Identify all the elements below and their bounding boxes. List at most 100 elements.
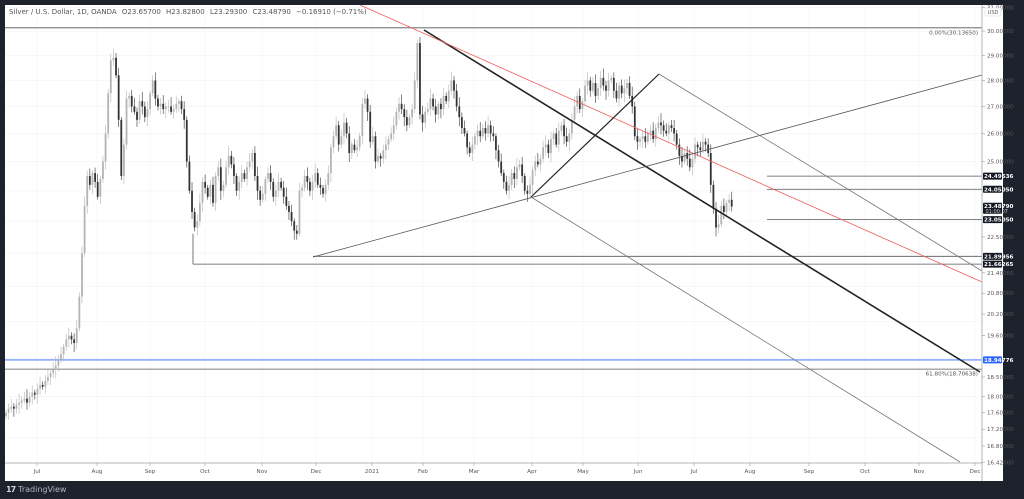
candle-down — [12, 406, 15, 409]
candle-down — [233, 164, 235, 177]
price-tick-label: 17.20000 — [987, 427, 1014, 433]
trend-line[interactable] — [530, 196, 961, 463]
candle-down — [460, 117, 463, 128]
candle-up — [364, 98, 366, 104]
candle-down — [403, 109, 406, 118]
price-tick-label: 19.60000 — [987, 334, 1014, 340]
candle-up — [44, 380, 47, 387]
price-tick-label: 21.40000 — [987, 271, 1014, 277]
candle-up — [481, 127, 484, 137]
candle-up — [298, 190, 301, 234]
price-tick-label: 20.20000 — [987, 312, 1014, 318]
candle-down — [282, 187, 285, 197]
candle-up — [385, 144, 387, 151]
candle-up — [23, 398, 26, 401]
candle-up — [335, 125, 338, 137]
trend-lines[interactable] — [312, 4, 983, 463]
candle-down — [484, 127, 487, 134]
time-tick-label: May — [577, 469, 589, 475]
candle-up — [31, 392, 34, 397]
candle-up — [476, 130, 479, 137]
countdown-timer: 01:00:07 — [986, 209, 1008, 215]
candle-down — [96, 181, 99, 197]
candle-down — [230, 155, 233, 165]
candle-up — [107, 93, 110, 134]
candle-up — [248, 161, 251, 168]
candle-down — [662, 125, 665, 131]
candle-down — [88, 176, 91, 185]
candle-up — [623, 88, 626, 94]
price-tag-label: 24.05050 — [984, 187, 1013, 193]
candle-down — [243, 173, 246, 179]
candle-down — [670, 125, 673, 128]
chart-panel[interactable] — [5, 5, 1003, 481]
candle-down — [660, 122, 662, 126]
price-tag-label: 21.66265 — [984, 262, 1013, 268]
time-tick-label: Jun — [633, 469, 643, 475]
price-tick-label: 25.00000 — [987, 160, 1014, 166]
candle-down — [405, 117, 408, 126]
candle-up — [28, 396, 31, 403]
candle-up — [238, 181, 241, 191]
candle-down — [206, 187, 209, 197]
candle-up — [10, 406, 13, 409]
horizontal-levels[interactable] — [5, 27, 982, 370]
candle-down — [704, 141, 707, 145]
candle-down — [316, 173, 319, 185]
candle-down — [400, 103, 403, 110]
candle-up — [47, 377, 49, 381]
candle-down — [306, 176, 309, 182]
candle-up — [60, 354, 62, 360]
price-axis[interactable]: 31.0000030.0000029.0000028.0000027.00000… — [982, 6, 1014, 467]
candle-down — [589, 80, 592, 91]
candle-up — [327, 173, 330, 185]
candle-up — [91, 173, 94, 185]
candle-up — [81, 253, 83, 297]
candle-up — [39, 384, 41, 389]
candle-up — [159, 103, 162, 107]
candle-up — [667, 125, 670, 134]
time-tick-label: Feb — [418, 469, 428, 475]
candle-up — [542, 147, 544, 159]
trend-line[interactable] — [530, 73, 660, 198]
candle-up — [332, 136, 335, 148]
symbol-name[interactable]: Silver / U.S. Dollar, 1D, OANDA — [9, 8, 117, 16]
candle-up — [429, 98, 432, 110]
candle-down — [379, 155, 382, 159]
candle-down — [288, 205, 290, 212]
trend-line[interactable] — [423, 29, 981, 373]
price-tag-label: 23.05050 — [984, 218, 1013, 224]
candle-up — [387, 139, 390, 145]
candle-up — [240, 173, 243, 182]
candle-up — [54, 365, 57, 370]
trend-line[interactable] — [658, 73, 983, 272]
candle-up — [123, 144, 125, 177]
candle-down — [453, 80, 455, 91]
candle-up — [246, 167, 248, 179]
candle-up — [599, 77, 602, 89]
candle-down — [675, 133, 678, 145]
candle-up — [277, 181, 280, 191]
candle-up — [109, 60, 112, 94]
price-tag-bg — [983, 185, 1002, 193]
candle-down — [133, 106, 136, 112]
candle-down — [468, 147, 471, 154]
candle-up — [657, 122, 660, 128]
tradingview-branding[interactable]: 17 TradingView — [6, 485, 66, 494]
candle-down — [722, 205, 725, 212]
candle-up — [196, 221, 199, 228]
candle-up — [398, 103, 400, 112]
candle-up — [597, 88, 600, 96]
trend-line[interactable] — [359, 4, 983, 283]
candle-up — [610, 77, 613, 81]
candle-down — [154, 80, 157, 99]
candle-up — [728, 199, 731, 203]
candle-down — [188, 161, 191, 191]
candle-up — [573, 106, 576, 120]
candle-up — [358, 136, 361, 148]
trend-line[interactable] — [312, 74, 983, 258]
candle-down — [136, 111, 138, 120]
time-axis[interactable]: Jul Aug Sep Oct Nov Dec 2021 Feb Mar Apr May Jun Jul… — [33, 463, 981, 475]
